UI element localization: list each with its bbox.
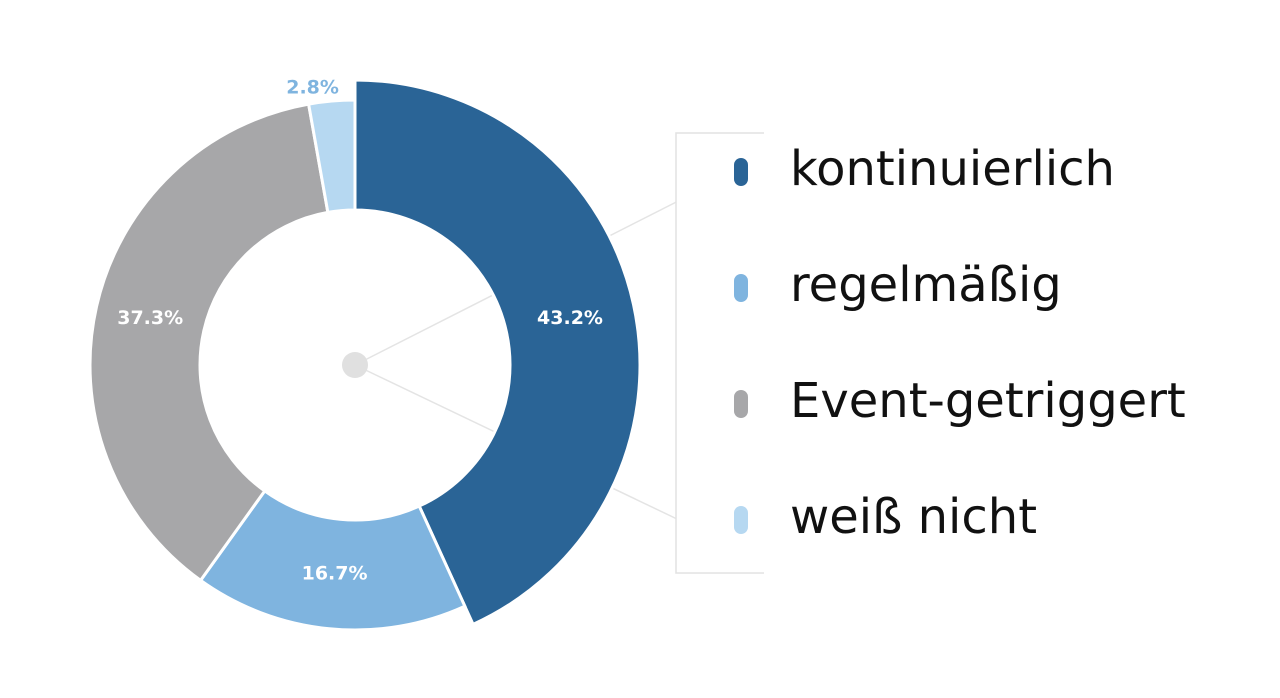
value-label: 2.8% — [286, 77, 339, 99]
legend-label: Event-getriggert — [790, 373, 1186, 429]
legend-label: kontinuierlich — [790, 141, 1115, 197]
value-label: 43.2% — [537, 307, 603, 329]
legend-marker — [734, 506, 748, 534]
legend-label: regelmäßig — [790, 257, 1062, 313]
legend-marker — [734, 274, 748, 302]
legend-marker — [734, 390, 748, 418]
legend-label: weiß nicht — [790, 489, 1037, 545]
center-dot — [342, 352, 368, 378]
donut-slice — [306, 98, 357, 215]
legend-mask — [764, 120, 804, 590]
donut-slice — [353, 78, 642, 627]
value-label: 37.3% — [117, 307, 183, 329]
donut-slice — [88, 102, 330, 583]
value-label: 16.7% — [302, 563, 368, 585]
donut-slice — [198, 488, 467, 632]
legend-marker — [734, 158, 748, 186]
